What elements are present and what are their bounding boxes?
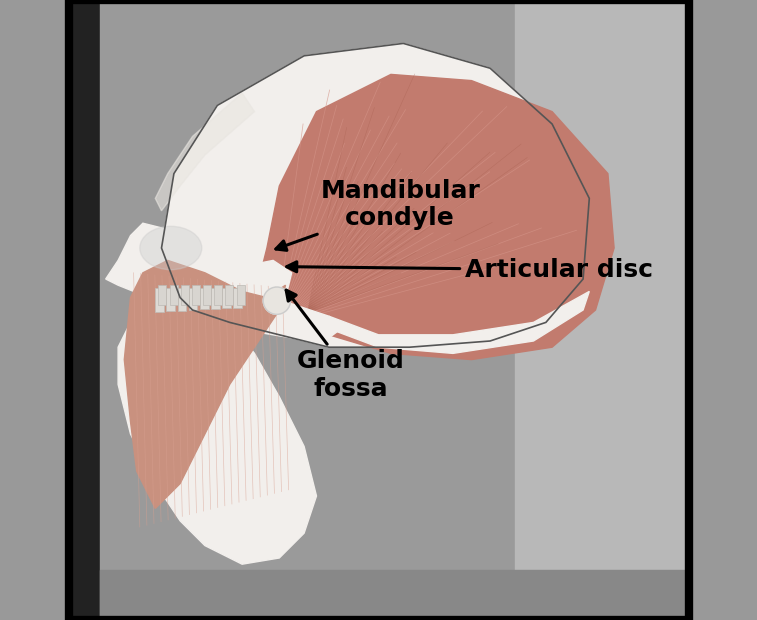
Polygon shape <box>254 74 614 360</box>
Polygon shape <box>329 291 589 353</box>
Bar <box>200 288 209 309</box>
Polygon shape <box>155 93 254 211</box>
Bar <box>223 288 231 308</box>
Bar <box>167 288 175 311</box>
Ellipse shape <box>140 226 202 270</box>
Bar <box>170 285 178 305</box>
Text: Mandibular
condyle: Mandibular condyle <box>276 179 480 250</box>
Bar <box>188 288 198 310</box>
Bar <box>155 288 164 312</box>
Bar <box>226 285 233 305</box>
Bar <box>99 570 689 620</box>
Bar <box>236 285 245 305</box>
Bar <box>158 285 167 305</box>
Text: Articular disc: Articular disc <box>287 258 653 281</box>
Bar <box>68 0 99 620</box>
Bar <box>192 285 200 305</box>
Polygon shape <box>106 223 316 564</box>
Bar <box>515 0 689 620</box>
Bar <box>211 288 220 309</box>
Bar <box>178 288 186 311</box>
Bar <box>181 285 188 305</box>
Polygon shape <box>236 301 341 338</box>
Circle shape <box>263 287 291 314</box>
Text: Glenoid
fossa: Glenoid fossa <box>286 290 404 401</box>
Bar <box>233 288 242 308</box>
Bar <box>214 285 223 305</box>
Polygon shape <box>161 43 589 347</box>
Bar <box>203 285 211 305</box>
Polygon shape <box>124 260 285 508</box>
